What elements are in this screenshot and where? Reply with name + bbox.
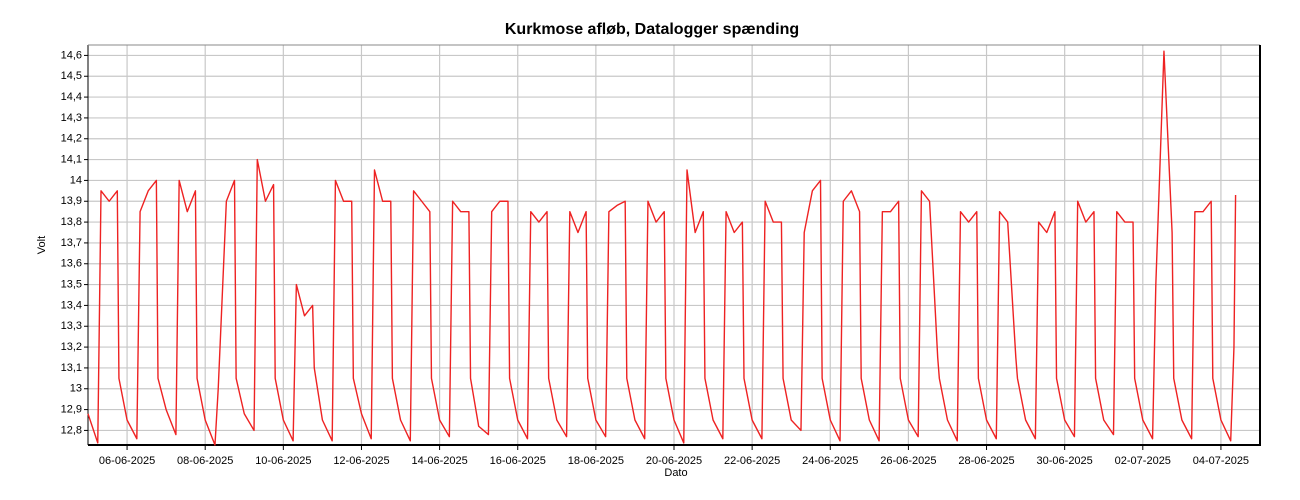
- y-tick-label: 13,1: [61, 362, 82, 374]
- y-tick-label: 12,9: [61, 403, 82, 415]
- y-tick-label: 14,5: [61, 70, 82, 82]
- x-tick-label: 26-06-2025: [880, 455, 936, 467]
- x-tick-label: 24-06-2025: [802, 455, 858, 467]
- y-tick-label: 13,9: [61, 195, 82, 207]
- x-tick-label: 16-06-2025: [490, 455, 546, 467]
- x-tick-label: 18-06-2025: [568, 455, 624, 467]
- y-axis-label: Volt: [36, 236, 48, 254]
- x-tick-label: 22-06-2025: [724, 455, 780, 467]
- x-tick-label: 28-06-2025: [958, 455, 1014, 467]
- y-tick-label: 14,4: [61, 91, 82, 103]
- x-tick-label: 04-07-2025: [1193, 455, 1249, 467]
- x-tick-label: 20-06-2025: [646, 455, 702, 467]
- y-tick-label: 13,8: [61, 216, 82, 228]
- x-tick-label: 10-06-2025: [255, 455, 311, 467]
- x-tick-label: 02-07-2025: [1115, 455, 1171, 467]
- y-tick-label: 13,4: [61, 299, 82, 311]
- x-tick-label: 08-06-2025: [177, 455, 233, 467]
- x-axis-label: Dato: [664, 467, 687, 479]
- y-tick-label: 14,6: [61, 49, 82, 61]
- y-tick-label: 13,3: [61, 320, 82, 332]
- y-tick-label: 13,7: [61, 237, 82, 249]
- y-tick-label: 14,3: [61, 112, 82, 124]
- chart-title: Kurkmose afløb, Datalogger spænding: [505, 21, 799, 38]
- y-tick-label: 12,8: [61, 424, 82, 436]
- x-tick-label: 30-06-2025: [1037, 455, 1093, 467]
- y-tick-label: 14: [70, 174, 82, 186]
- y-tick-label: 13,2: [61, 341, 82, 353]
- y-tick-label: 13,5: [61, 278, 82, 290]
- y-tick-label: 14,1: [61, 153, 82, 165]
- y-tick-label: 13,6: [61, 258, 82, 270]
- x-tick-label: 06-06-2025: [99, 455, 155, 467]
- y-tick-label: 13: [70, 383, 82, 395]
- data-line: [87, 50, 1237, 446]
- x-tick-label: 14-06-2025: [411, 455, 467, 467]
- x-tick-label: 12-06-2025: [333, 455, 389, 467]
- y-tick-label: 14,2: [61, 133, 82, 145]
